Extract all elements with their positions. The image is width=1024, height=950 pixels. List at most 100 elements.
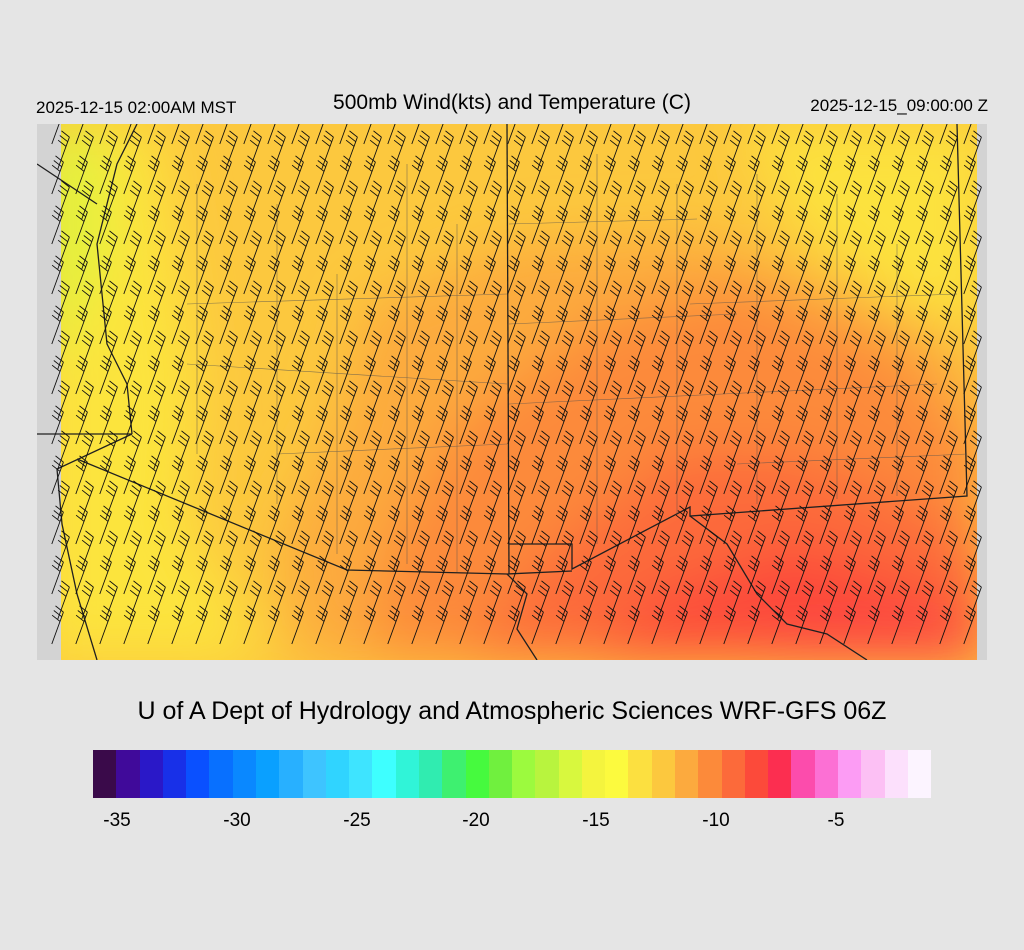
wind-barb <box>747 555 760 595</box>
wind-barb <box>537 330 550 370</box>
wind-barb <box>849 180 862 220</box>
wind-barb <box>867 405 880 445</box>
wind-barb <box>459 355 472 395</box>
wind-barb <box>561 180 574 220</box>
wind-barb <box>579 405 592 445</box>
wind-barb <box>243 355 256 395</box>
wind-barb <box>627 405 640 445</box>
wind-barb <box>249 130 262 170</box>
wind-barb <box>201 430 214 470</box>
wind-barb <box>297 430 310 470</box>
wind-barb <box>465 330 478 370</box>
wind-barb <box>75 505 88 545</box>
wind-barb <box>153 230 166 270</box>
wind-barb <box>675 505 688 545</box>
wind-barb <box>129 380 142 420</box>
wind-barb <box>411 155 424 195</box>
wind-barb <box>825 480 838 520</box>
wind-barb <box>147 255 160 295</box>
map-canvas <box>37 124 987 660</box>
wind-barb <box>315 455 328 495</box>
wind-barb <box>321 130 334 170</box>
wind-barb <box>777 580 790 620</box>
colorbar-swatch <box>558 750 582 798</box>
colorbar-swatch <box>418 750 443 798</box>
wind-barb <box>753 580 766 620</box>
wind-barb <box>705 480 718 520</box>
wind-barb <box>339 405 352 445</box>
wind-barb <box>795 555 808 595</box>
wind-barb <box>537 580 550 620</box>
wind-barb <box>945 230 958 270</box>
wind-barb <box>585 380 598 420</box>
wind-barb <box>939 405 952 445</box>
wind-barb <box>339 124 348 145</box>
wind-barb <box>609 430 622 470</box>
wind-barb <box>105 230 118 270</box>
wind-barb <box>699 505 712 545</box>
wind-barb <box>651 255 664 295</box>
wind-barb <box>945 130 958 170</box>
wind-barb <box>345 180 358 220</box>
colorbar-swatch <box>698 750 722 798</box>
wind-barb <box>393 130 406 170</box>
wind-barb <box>387 124 396 145</box>
wind-barb <box>873 430 886 470</box>
wind-barb <box>99 205 112 245</box>
wind-barb <box>249 280 262 320</box>
wind-barb <box>249 180 262 220</box>
wind-barb <box>315 255 328 295</box>
wind-barb <box>771 124 780 145</box>
wind-barb <box>699 405 712 445</box>
wind-barb <box>891 355 904 395</box>
wind-barb <box>273 180 286 220</box>
wind-barb <box>219 124 228 145</box>
wind-barb <box>579 205 592 245</box>
wind-barb <box>819 305 832 345</box>
wind-barb <box>867 355 880 395</box>
wind-barb <box>801 180 814 220</box>
wind-barb <box>849 580 862 620</box>
wind-barb <box>459 555 472 595</box>
wind-barb <box>339 555 352 595</box>
wind-barb <box>243 155 256 195</box>
wind-barb <box>57 230 70 270</box>
wind-barb <box>627 555 640 595</box>
colorbar-swatch <box>744 750 769 798</box>
wind-barb <box>723 124 732 145</box>
wind-barb <box>483 505 496 545</box>
wind-barb <box>507 555 520 595</box>
wind-barb <box>843 555 856 595</box>
wind-barb <box>177 130 190 170</box>
wind-barb <box>651 505 664 545</box>
wind-barb <box>441 280 454 320</box>
wind-barb <box>627 305 640 345</box>
wind-barb <box>969 580 982 620</box>
colorbar-swatch <box>279 750 303 798</box>
wind-barb <box>459 124 468 145</box>
wind-barb <box>561 430 574 470</box>
wind-barb <box>921 430 934 470</box>
wind-barb <box>153 180 166 220</box>
wind-barb <box>411 355 424 395</box>
wind-barb <box>795 305 808 345</box>
wind-barb <box>129 530 142 570</box>
wind-barb <box>747 455 760 495</box>
wind-barb <box>753 180 766 220</box>
wind-barb <box>969 230 982 270</box>
wind-barb <box>777 430 790 470</box>
wind-barb <box>753 380 766 420</box>
wind-barb <box>291 355 304 395</box>
wind-barb <box>177 380 190 420</box>
wind-barb <box>411 205 424 245</box>
wind-barb <box>897 330 910 370</box>
wind-barb <box>873 580 886 620</box>
wind-barb <box>489 330 502 370</box>
wind-barb <box>891 155 904 195</box>
wind-barb <box>195 255 208 295</box>
wind-barb <box>843 124 852 145</box>
wind-barb <box>321 580 334 620</box>
wind-barb <box>441 180 454 220</box>
wind-barb <box>219 455 232 495</box>
wind-barb <box>177 480 190 520</box>
